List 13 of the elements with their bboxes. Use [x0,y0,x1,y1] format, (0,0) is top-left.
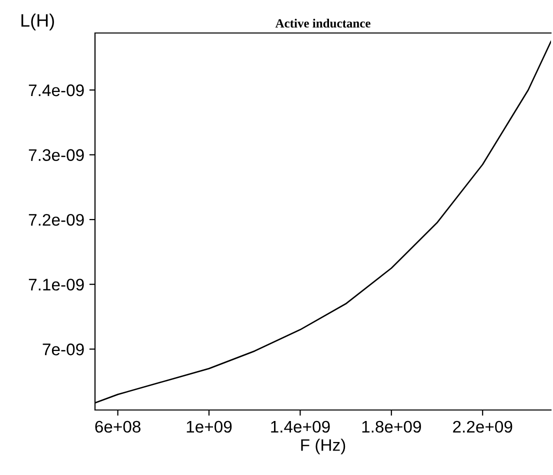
x-axis-title: F (Hz) [301,438,346,454]
y-tick-label: 7e-09 [42,344,84,356]
y-tick-label: 7.1e-09 [28,278,84,291]
y-axis-title: L(H) [21,14,54,30]
x-tick-label: 1.8e+09 [362,420,421,433]
y-tick-label: 7.2e-09 [28,214,84,226]
y-tick-label: 7.3e-09 [28,149,84,161]
x-tick-label: 6e+08 [95,420,140,433]
x-tick-label: 1.4e+09 [271,420,330,433]
x-tick-label: 2.2e+09 [453,420,512,433]
chart-title: Active inductance [275,18,370,28]
y-tick-label: 7.4e-09 [28,84,84,96]
x-tick-label: 1e+09 [186,420,232,433]
